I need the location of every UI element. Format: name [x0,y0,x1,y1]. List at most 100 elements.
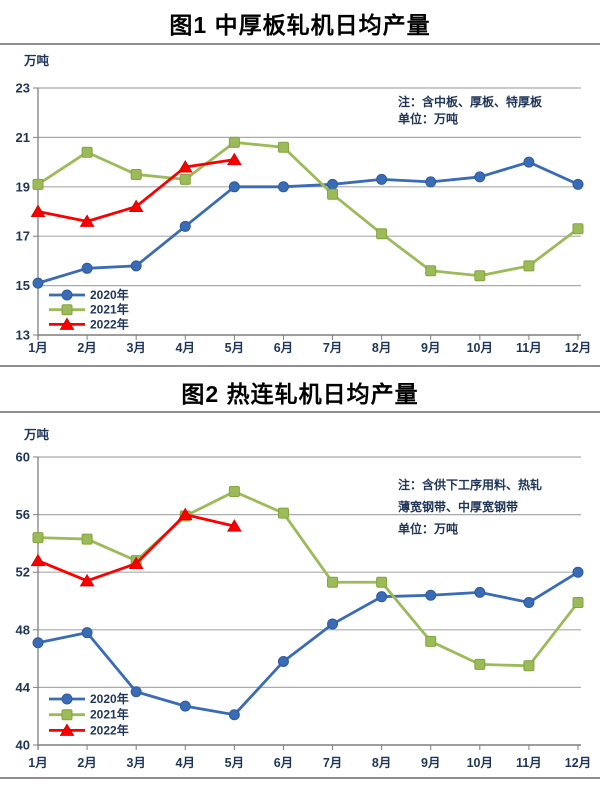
series-line-2021年 [37,140,579,278]
data-point-marker-2021年 [327,188,339,200]
chart-note-line: 单位：万吨 [398,521,458,536]
legend-item-2020年: 2020年 [49,691,129,706]
x-tick-label: 6月 [274,756,293,770]
x-tick-label: 12月 [565,341,591,355]
legend-item-2020年: 2020年 [49,287,129,302]
legend-marker [61,709,73,721]
data-point-marker-2021年 [474,658,486,670]
data-point-marker-2020年 [32,277,44,289]
y-tick-label: 19 [16,179,30,194]
data-point-marker-2022年 [30,204,46,217]
x-tick-label: 3月 [126,756,145,770]
series-line-2021年 [37,490,580,668]
x-tick-label: 4月 [176,341,195,355]
x-tick-label: 12月 [565,756,591,770]
x-tick-label: 2月 [77,756,96,770]
chart-note-line: 注：含中板、厚板、特厚板 [398,94,543,109]
x-tick-label: 10月 [467,341,493,355]
y-tick-label: 15 [16,278,30,293]
legend-marker [61,693,73,705]
data-point-marker-2020年 [376,173,388,185]
y-tick-label: 17 [16,229,30,244]
legend-label: 2022年 [90,722,129,737]
y-axis-unit-label: 万吨 [23,53,50,68]
data-point-marker-2020年 [130,260,142,272]
data-point-marker-2020年 [572,566,584,578]
x-tick-label: 5月 [225,756,244,770]
x-tick-label: 9月 [421,756,440,770]
data-point-marker-2022年 [177,160,193,173]
data-point-marker-2020年 [228,181,240,193]
data-point-marker-2020年 [425,589,437,601]
y-tick-label: 21 [16,130,30,145]
data-point-marker-2021年 [32,178,44,190]
x-tick-label: 5月 [225,341,244,355]
data-point-marker-2020年 [81,627,93,639]
figure-2-title: 图2 热连轧机日均产量 [0,367,600,413]
data-point-marker-2021年 [523,660,535,672]
legend-label: 2020年 [90,691,129,706]
data-point-marker-2020年 [277,655,289,667]
data-point-marker-2020年 [228,709,240,721]
data-point-marker-2021年 [572,223,584,235]
y-tick-label: 52 [16,565,30,580]
data-point-marker-2020年 [376,591,388,603]
data-point-marker-2021年 [425,265,437,277]
data-point-marker-2020年 [81,262,93,274]
legend-marker [59,723,75,736]
x-tick-label: 6月 [274,341,293,355]
data-point-marker-2022年 [226,152,242,166]
x-tick-label: 8月 [372,756,391,770]
legend-item-2022年: 2022年 [49,722,129,737]
y-tick-label: 23 [16,81,30,96]
data-point-marker-2021年 [130,168,142,180]
legend-item-2022年: 2022年 [49,316,129,331]
y-tick-label: 40 [16,738,30,753]
x-tick-label: 1月 [28,756,47,770]
data-point-marker-2020年 [523,596,535,608]
data-point-marker-2021年 [277,507,289,519]
legend-marker [61,289,73,301]
legend-label: 2021年 [90,707,129,722]
legend-item-2021年: 2021年 [49,707,129,722]
hot-strip-mill-chart: 40 44 48 52 56 60 1月 2月 3月 4月 5月 6月 7月 8月 9月 10月 11月 12月 万… [0,413,600,777]
medium-plate-mill-chart: 13 15 17 19 21 23 1月 2月 3月 4月 5月 6月 7月 8月 9月 10月 11月 12月 万… [0,45,600,365]
data-point-marker-2020年 [474,586,486,598]
data-point-marker-2021年 [277,141,289,153]
data-point-marker-2022年 [79,573,95,587]
data-point-marker-2022年 [177,507,193,521]
data-point-marker-2021年 [32,532,44,544]
data-point-marker-2021年 [425,635,437,647]
data-point-marker-2020年 [179,220,191,232]
series-line-2022年 [37,513,235,583]
y-tick-label: 56 [16,507,30,522]
y-tick-label: 60 [16,450,30,465]
legend-label: 2022年 [90,316,129,331]
data-point-marker-2022年 [30,553,46,567]
x-tick-label: 10月 [467,756,493,770]
x-tick-label: 2月 [77,341,96,355]
x-tick-label: 11月 [516,756,542,770]
chart-note-line: 薄宽钢带、中厚宽钢带 [398,499,518,514]
data-point-marker-2021年 [572,596,584,608]
data-point-marker-2022年 [128,556,144,570]
data-point-marker-2020年 [425,176,437,188]
x-tick-label: 11月 [516,341,542,355]
data-point-marker-2022年 [128,199,144,213]
data-point-marker-2021年 [376,576,388,588]
chart-note-line: 注：含供下工序用料、热轧 [398,477,542,492]
data-point-marker-2020年 [523,156,535,168]
x-tick-label: 4月 [176,756,195,770]
chart-note-line: 单位：万吨 [398,111,458,126]
x-tick-label: 9月 [421,341,440,355]
data-point-marker-2020年 [327,178,339,190]
legend-marker [61,304,73,316]
data-point-marker-2021年 [523,260,535,272]
series-line-2020年 [37,571,579,717]
figure-1-title: 图1 中厚板轧机日均产量 [0,0,600,45]
x-tick-label: 8月 [372,341,391,355]
series-line-2020年 [37,160,579,285]
data-point-marker-2020年 [130,686,142,698]
figure-1: 图1 中厚板轧机日均产量 13 15 17 19 21 23 1月 2月 3月 4月 5月 6月 7月 8… [0,0,600,367]
y-tick-label: 48 [16,622,30,637]
